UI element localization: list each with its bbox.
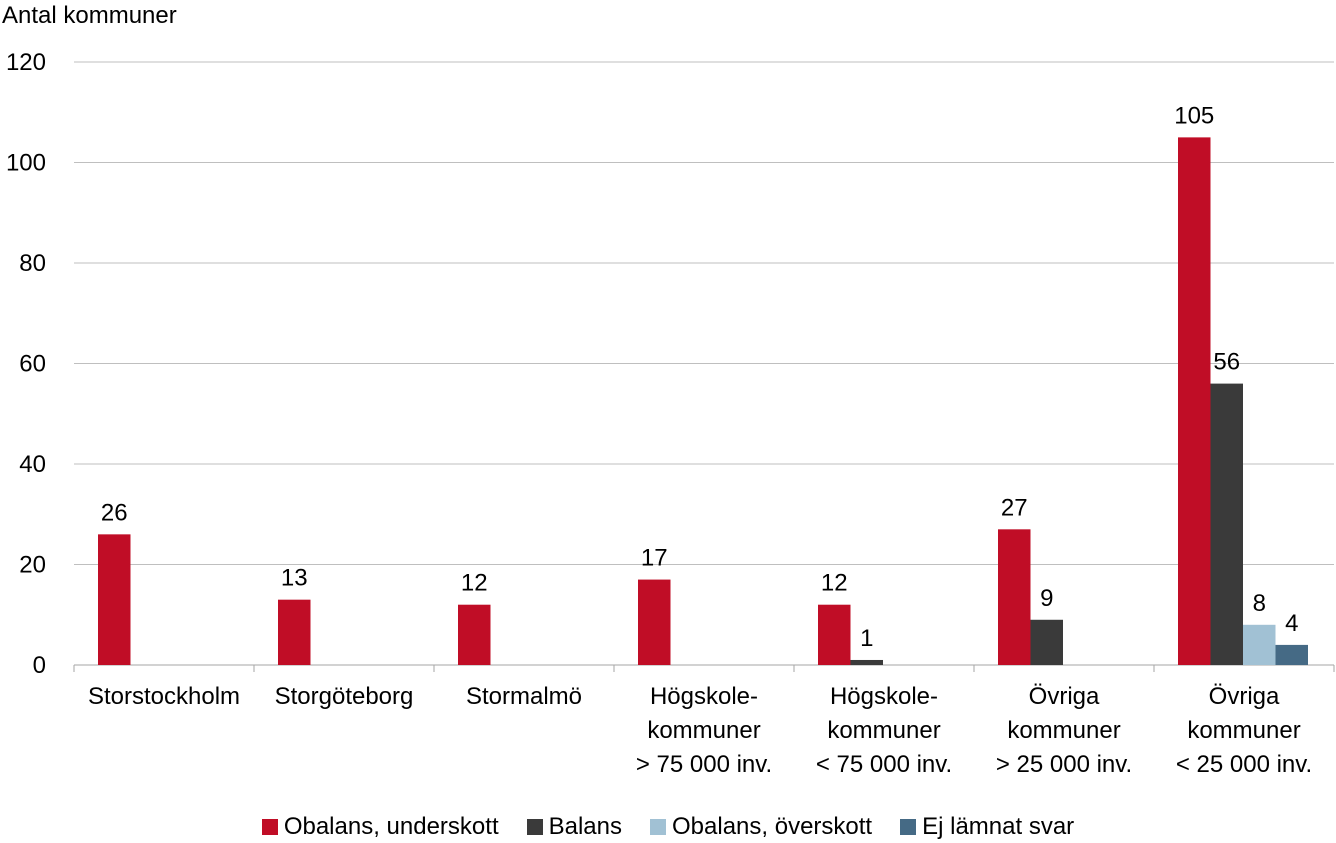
x-tick-label: Storgöteborg	[275, 683, 414, 710]
legend-item: Balans	[526, 812, 622, 841]
bar	[278, 599, 311, 665]
x-tick-label: Stormalmö	[466, 683, 582, 710]
data-label: 8	[1253, 590, 1266, 617]
data-label: 12	[821, 570, 848, 597]
data-label: 4	[1285, 610, 1298, 637]
legend-item: Obalans, underskott	[261, 812, 499, 841]
bar-chart: 0 20 40 60 80 100 120 26 13 12 17 12 27 105 1 9 56 84 Stor…	[6, 49, 1335, 778]
bar	[1178, 137, 1211, 665]
bar	[1243, 624, 1276, 665]
y-tick-label: 120	[6, 49, 46, 76]
bar	[1030, 619, 1063, 665]
legend-label: Obalans, underskott	[283, 812, 499, 840]
legend-label: Ej lämnat svar	[922, 812, 1075, 840]
x-tick-label: Övriga	[1029, 683, 1100, 710]
data-label: 17	[641, 545, 668, 572]
bar	[458, 604, 491, 665]
data-label: 9	[1040, 585, 1053, 612]
legend-swatch	[261, 818, 278, 835]
x-tick-label: Högskole-	[830, 683, 938, 710]
x-tick-label: kommuner	[647, 717, 760, 744]
bar	[998, 529, 1031, 665]
x-tick-label: < 75 000 inv.	[816, 751, 952, 778]
x-tick-label: > 75 000 inv.	[636, 751, 772, 778]
y-tick-label: 0	[33, 652, 46, 679]
x-tick-label: kommuner	[1187, 717, 1300, 744]
data-label: 13	[281, 565, 308, 592]
x-tick-label: > 25 000 inv.	[996, 751, 1132, 778]
x-tick-label: Storstockholm	[88, 683, 240, 710]
legend-label: Balans	[548, 812, 622, 840]
legend-item: Obalans, överskott	[650, 813, 872, 841]
x-tick-label: < 25 000 inv.	[1176, 751, 1312, 778]
y-tick-label: 40	[19, 451, 46, 478]
bar	[850, 659, 883, 665]
bar	[638, 579, 671, 665]
x-tick-label: kommuner	[827, 717, 940, 744]
legend-label: Obalans, överskott	[672, 812, 873, 840]
y-tick-label: 60	[19, 351, 46, 378]
y-tick-label: 80	[19, 250, 46, 277]
bar	[818, 604, 851, 665]
x-tick-label: Högskole-	[650, 683, 758, 710]
x-tick-label: Övriga	[1209, 683, 1280, 710]
data-label: 12	[461, 570, 488, 597]
data-label: 105	[1174, 102, 1214, 129]
bar	[98, 534, 131, 665]
bar	[1210, 383, 1243, 665]
x-tick-label: kommuner	[1007, 717, 1120, 744]
y-axis-title: Antal kommuner	[2, 2, 177, 29]
data-label: 26	[101, 499, 128, 526]
data-label: 27	[1001, 494, 1028, 521]
bar	[1275, 644, 1308, 665]
legend-swatch	[650, 818, 666, 835]
y-tick-label: 20	[19, 552, 46, 579]
data-label: 1	[860, 625, 873, 652]
y-tick-label: 100	[6, 150, 46, 177]
legend-swatch	[900, 818, 917, 835]
legend: Obalans, underskott Balans Obalans, översk…	[0, 812, 1336, 841]
legend-item: Ej lämnat svar	[900, 813, 1074, 841]
data-label: 56	[1213, 349, 1240, 376]
legend-swatch	[526, 818, 543, 835]
